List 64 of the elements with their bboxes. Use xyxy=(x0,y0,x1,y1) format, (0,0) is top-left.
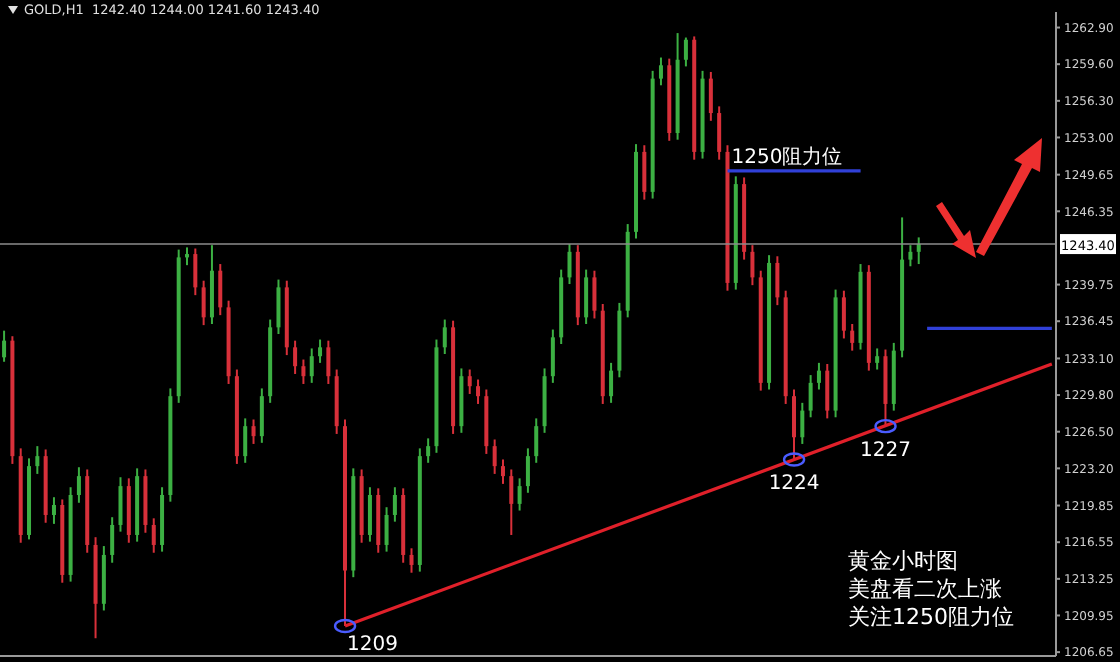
candlestick xyxy=(51,496,56,525)
annotation: 关注1250阻力位 xyxy=(848,604,1014,632)
annotation: 黄金小时图 xyxy=(848,548,960,576)
candlestick xyxy=(509,468,514,536)
candlestick xyxy=(517,477,522,512)
candlestick xyxy=(500,458,505,485)
candlestick xyxy=(750,244,755,287)
candlestick xyxy=(251,418,256,445)
candlestick xyxy=(908,244,913,268)
candlestick xyxy=(201,279,206,327)
candlestick xyxy=(35,445,40,475)
candlestick xyxy=(326,339,331,385)
candlestick xyxy=(409,547,414,574)
candlestick xyxy=(442,318,447,355)
candlestick xyxy=(293,339,298,375)
candlestick xyxy=(841,289,846,340)
candlestick xyxy=(875,347,880,371)
candlestick xyxy=(567,243,572,286)
candlestick xyxy=(792,388,796,461)
candlestick xyxy=(243,417,248,464)
candlestick xyxy=(76,466,81,504)
candlestick xyxy=(392,486,397,523)
candlestick xyxy=(209,244,214,326)
candlestick xyxy=(492,438,497,475)
candlestick xyxy=(193,247,198,297)
candlestick xyxy=(550,328,555,384)
candlestick xyxy=(658,56,663,87)
candlestick xyxy=(110,516,115,564)
candlestick xyxy=(259,387,264,444)
candlestick xyxy=(609,361,614,404)
candlestick xyxy=(683,36,688,68)
candlestick xyxy=(825,362,830,420)
candlestick xyxy=(318,338,323,364)
annotation: 1227 xyxy=(860,440,911,463)
candlestick xyxy=(642,144,647,201)
candlestick xyxy=(816,361,821,391)
candlestick xyxy=(301,358,306,385)
candlestick xyxy=(467,368,472,395)
candlestick xyxy=(850,323,855,352)
candlestick xyxy=(775,255,780,307)
annotation: 1209 xyxy=(347,634,398,657)
candlestick xyxy=(2,329,7,363)
candlestick xyxy=(367,486,372,543)
candlestick xyxy=(808,374,813,419)
candlestick xyxy=(384,506,389,553)
annotation: 1250阻力位 xyxy=(731,144,843,169)
candlestick xyxy=(218,263,223,317)
candlestick xyxy=(151,517,156,554)
candlestick xyxy=(276,278,281,335)
candlestick xyxy=(883,348,888,428)
candlestick xyxy=(592,269,597,320)
candlestick xyxy=(534,417,539,464)
annotation: 1224 xyxy=(768,473,820,496)
annotation: 美盘看二次上涨 xyxy=(848,576,1004,604)
candlestick xyxy=(800,401,805,445)
candlestick xyxy=(525,447,530,494)
candlestick xyxy=(916,236,921,266)
candlestick xyxy=(584,268,589,326)
candlestick xyxy=(309,347,314,384)
candlestick xyxy=(118,476,123,533)
candlestick xyxy=(717,105,722,161)
candlestick xyxy=(708,70,713,122)
candlestick xyxy=(476,378,481,405)
candlestick xyxy=(426,437,431,464)
